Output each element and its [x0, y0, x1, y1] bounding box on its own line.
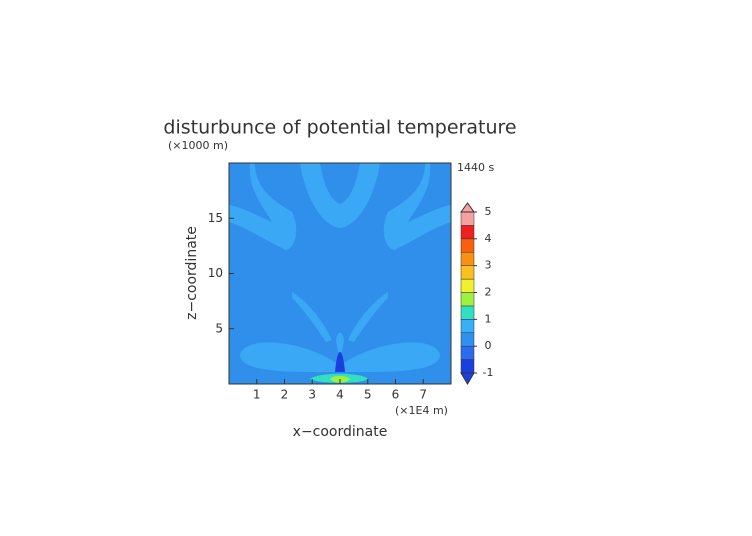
colorbar-band	[460, 238, 475, 253]
x-unit: (×1E4 m)	[395, 404, 448, 417]
time-label: 1440 s	[457, 161, 494, 174]
colorbar-band	[460, 319, 475, 334]
y-tick-label: 10	[208, 266, 223, 280]
colorbar-band	[460, 305, 475, 320]
colorbar-band	[460, 265, 475, 280]
colorbar-tick-label: 5	[485, 205, 492, 218]
colorbar-band	[460, 225, 475, 240]
contour-region	[300, 163, 380, 228]
x-tick-label: 3	[308, 388, 316, 402]
colorbar-tick-label: -1	[483, 366, 494, 379]
colorbar-band	[460, 359, 475, 374]
colorbar-band	[460, 345, 475, 360]
colorbar-band	[460, 278, 475, 293]
x-tick-label: 4	[336, 388, 344, 402]
contour-region	[383, 163, 451, 250]
colorbar-tick-label: 2	[485, 286, 492, 299]
colorbar-tick-label: 1	[485, 312, 492, 325]
chart-title: disturbunce of potential temperature	[163, 117, 516, 139]
colorbar-band	[460, 332, 475, 347]
y-tick-label: 15	[208, 211, 223, 225]
contour-region	[292, 292, 332, 342]
colorbar-extend	[460, 202, 475, 213]
colorbar-tick-label: 0	[485, 339, 492, 352]
contour-region	[240, 342, 440, 372]
y-unit: (×1000 m)	[168, 139, 228, 152]
colorbar-band	[460, 211, 475, 226]
x-tick-label: 5	[364, 388, 372, 402]
x-axis-label: x−coordinate	[293, 424, 388, 440]
colorbar-tick-label: 4	[485, 232, 492, 245]
x-tick-label: 2	[281, 388, 289, 402]
x-tick-label: 7	[419, 388, 427, 402]
y-axis-label: z−coordinate	[184, 226, 200, 320]
colorbar-extend	[460, 372, 475, 385]
contour-region	[229, 163, 297, 250]
colorbar-tick-label: 3	[485, 259, 492, 272]
contour-region	[336, 332, 344, 352]
contour-field	[228, 162, 452, 385]
contour-region	[348, 292, 388, 342]
colorbar-band	[460, 252, 475, 266]
colorbar-band	[460, 292, 475, 307]
contour-region	[335, 352, 345, 372]
x-tick-label: 6	[392, 388, 400, 402]
x-tick-label: 1	[253, 388, 261, 402]
y-tick-label: 5	[215, 321, 223, 335]
